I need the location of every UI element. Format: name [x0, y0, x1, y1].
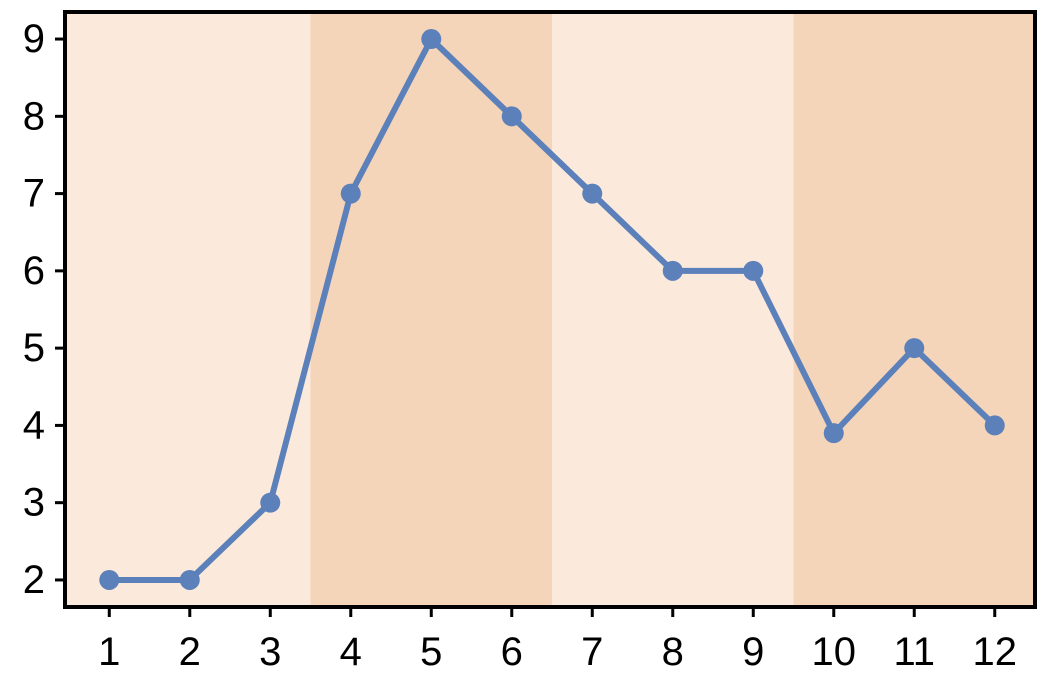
x-tick-label: 7 — [581, 630, 603, 674]
x-tick-label: 2 — [179, 630, 201, 674]
data-point-3 — [260, 492, 281, 513]
x-axis-ticks: 1 2 3 4 5 6 7 8 9 10 11 12 — [98, 607, 1017, 674]
y-tick-label: 3 — [23, 481, 45, 525]
data-point-4 — [340, 183, 361, 204]
y-tick-label: 4 — [23, 403, 45, 447]
x-tick-label: 9 — [742, 630, 764, 674]
data-point-1 — [99, 569, 120, 590]
y-tick-label: 6 — [23, 249, 45, 293]
background-band-3 — [552, 12, 794, 607]
y-tick-label: 8 — [23, 94, 45, 138]
x-tick-label: 10 — [812, 630, 857, 674]
data-point-8 — [662, 260, 683, 281]
data-point-11 — [904, 338, 925, 359]
data-point-10 — [823, 423, 844, 444]
x-tick-label: 8 — [662, 630, 684, 674]
data-point-5 — [421, 29, 442, 50]
data-point-12 — [984, 415, 1005, 436]
data-point-7 — [582, 183, 603, 204]
x-tick-label: 3 — [259, 630, 281, 674]
series-line — [106, 36, 998, 583]
x-tick-label: 4 — [340, 630, 362, 674]
y-tick-label: 5 — [23, 326, 45, 370]
background-band-1 — [65, 12, 311, 607]
y-tick-label: 9 — [23, 17, 45, 61]
x-tick-label: 5 — [420, 630, 442, 674]
y-tick-label: 2 — [23, 558, 45, 602]
x-tick-label: 12 — [973, 630, 1018, 674]
x-tick-label: 6 — [501, 630, 523, 674]
y-axis-ticks: 2 3 4 5 6 7 8 9 — [23, 17, 65, 602]
x-tick-label: 1 — [98, 630, 120, 674]
data-point-9 — [743, 260, 764, 281]
data-point-6 — [501, 106, 522, 127]
x-tick-label: 11 — [893, 630, 935, 674]
y-tick-label: 7 — [23, 172, 45, 216]
data-point-2 — [179, 569, 200, 590]
background-band-4 — [793, 12, 1035, 607]
background-band-2 — [310, 12, 553, 607]
background-bands — [65, 12, 1035, 607]
plot-frame — [63, 10, 1037, 609]
series-layer — [99, 29, 1005, 590]
